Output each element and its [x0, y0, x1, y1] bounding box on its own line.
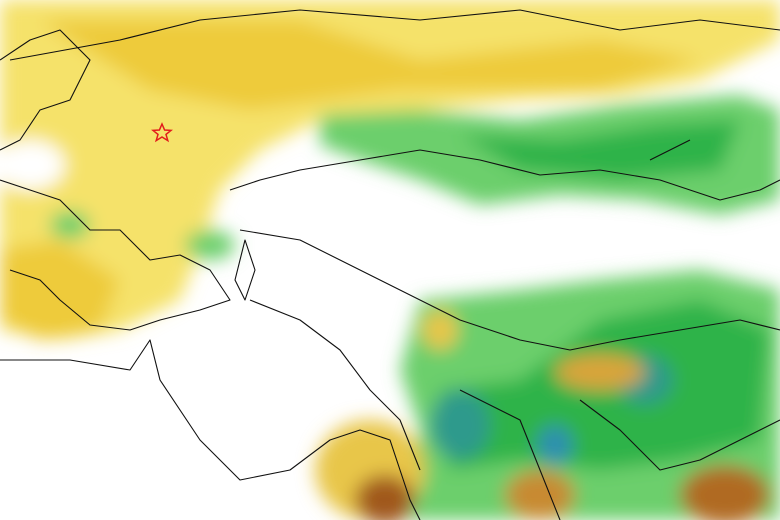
- border: [229, 149, 780, 201]
- caspian-sea: [234, 239, 256, 301]
- very-wet-region: [537, 425, 573, 465]
- dry-region: [422, 310, 458, 350]
- very-dry-region: [680, 465, 770, 520]
- dry-region: [40, 20, 700, 110]
- border: [249, 299, 421, 471]
- dry-region: [555, 354, 645, 390]
- neutral-region: [0, 140, 65, 190]
- dry-region: [0, 240, 120, 340]
- very-wet-region: [430, 390, 490, 460]
- coastlines: [0, 9, 780, 520]
- wet-region: [460, 120, 740, 180]
- coastline: [459, 389, 561, 520]
- coastline: [579, 399, 780, 471]
- coastline: [0, 29, 91, 151]
- lake: [649, 139, 691, 161]
- wet-region: [50, 211, 90, 239]
- location-star: [151, 122, 173, 143]
- very-dry-region: [355, 475, 415, 520]
- dry-region: [505, 470, 575, 520]
- coastline: [0, 179, 231, 331]
- wet-region: [185, 230, 235, 260]
- coastline: [0, 339, 421, 520]
- border: [239, 229, 780, 351]
- coastline: [9, 9, 780, 61]
